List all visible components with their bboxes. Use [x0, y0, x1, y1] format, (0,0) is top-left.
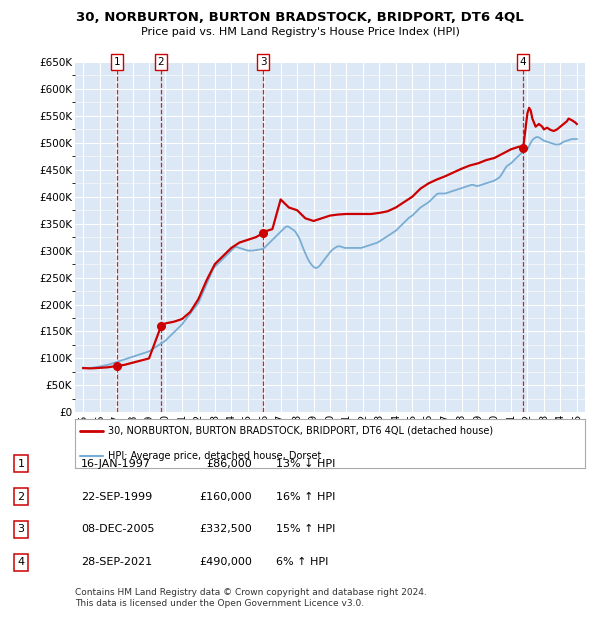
- Text: 2: 2: [17, 492, 25, 502]
- Text: 4: 4: [17, 557, 25, 567]
- Text: 1: 1: [113, 57, 120, 67]
- Text: 16% ↑ HPI: 16% ↑ HPI: [276, 492, 335, 502]
- Text: Contains HM Land Registry data © Crown copyright and database right 2024.
This d: Contains HM Land Registry data © Crown c…: [75, 588, 427, 608]
- Text: 13% ↓ HPI: 13% ↓ HPI: [276, 459, 335, 469]
- Text: 16-JAN-1997: 16-JAN-1997: [81, 459, 151, 469]
- Text: 2: 2: [158, 57, 164, 67]
- Text: 22-SEP-1999: 22-SEP-1999: [81, 492, 152, 502]
- Text: 15% ↑ HPI: 15% ↑ HPI: [276, 525, 335, 534]
- Text: 28-SEP-2021: 28-SEP-2021: [81, 557, 152, 567]
- Text: 3: 3: [260, 57, 266, 67]
- Text: Price paid vs. HM Land Registry's House Price Index (HPI): Price paid vs. HM Land Registry's House …: [140, 27, 460, 37]
- Text: 1: 1: [17, 459, 25, 469]
- Text: 4: 4: [520, 57, 526, 67]
- Text: £490,000: £490,000: [199, 557, 252, 567]
- Text: £86,000: £86,000: [206, 459, 252, 469]
- Text: 30, NORBURTON, BURTON BRADSTOCK, BRIDPORT, DT6 4QL (detached house): 30, NORBURTON, BURTON BRADSTOCK, BRIDPOR…: [108, 426, 493, 436]
- Text: £332,500: £332,500: [199, 525, 252, 534]
- Text: 6% ↑ HPI: 6% ↑ HPI: [276, 557, 328, 567]
- Text: HPI: Average price, detached house, Dorset: HPI: Average price, detached house, Dors…: [108, 451, 322, 461]
- Text: £160,000: £160,000: [199, 492, 252, 502]
- Text: 30, NORBURTON, BURTON BRADSTOCK, BRIDPORT, DT6 4QL: 30, NORBURTON, BURTON BRADSTOCK, BRIDPOR…: [76, 11, 524, 24]
- Text: 08-DEC-2005: 08-DEC-2005: [81, 525, 155, 534]
- Text: 3: 3: [17, 525, 25, 534]
